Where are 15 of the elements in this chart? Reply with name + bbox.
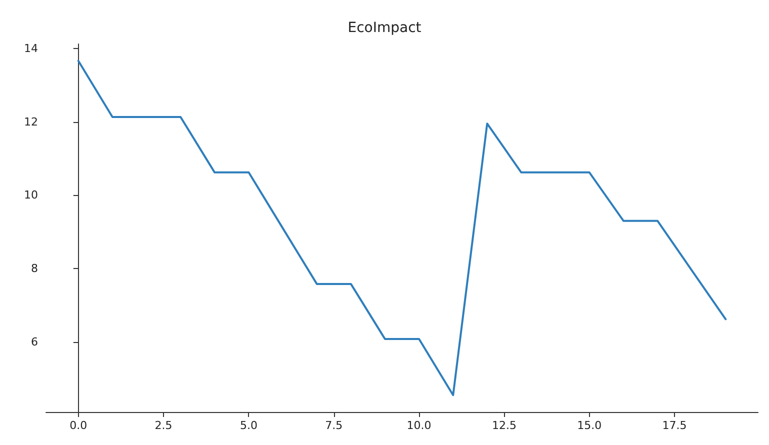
x-tick-label: 2.5: [154, 419, 172, 432]
y-tick-label: 6: [31, 335, 38, 348]
x-tick-label: 0.0: [70, 419, 88, 432]
line-series: [77, 60, 727, 396]
x-tick-label: 12.5: [492, 419, 516, 432]
y-tick-label: 8: [31, 262, 38, 276]
y-tick-label: 12: [24, 115, 38, 128]
chart-title: EcoImpact: [348, 20, 422, 36]
x-tick-label: 5.0: [240, 419, 258, 432]
y-tick-label: 10: [24, 188, 38, 202]
x-tick-label: 10.0: [406, 419, 432, 432]
x-tick-label: 17.5: [662, 419, 687, 432]
y-tick-label: 14: [24, 42, 38, 55]
x-tick-label: 15.0: [577, 419, 602, 432]
x-tick-label: 7.5: [325, 419, 343, 432]
